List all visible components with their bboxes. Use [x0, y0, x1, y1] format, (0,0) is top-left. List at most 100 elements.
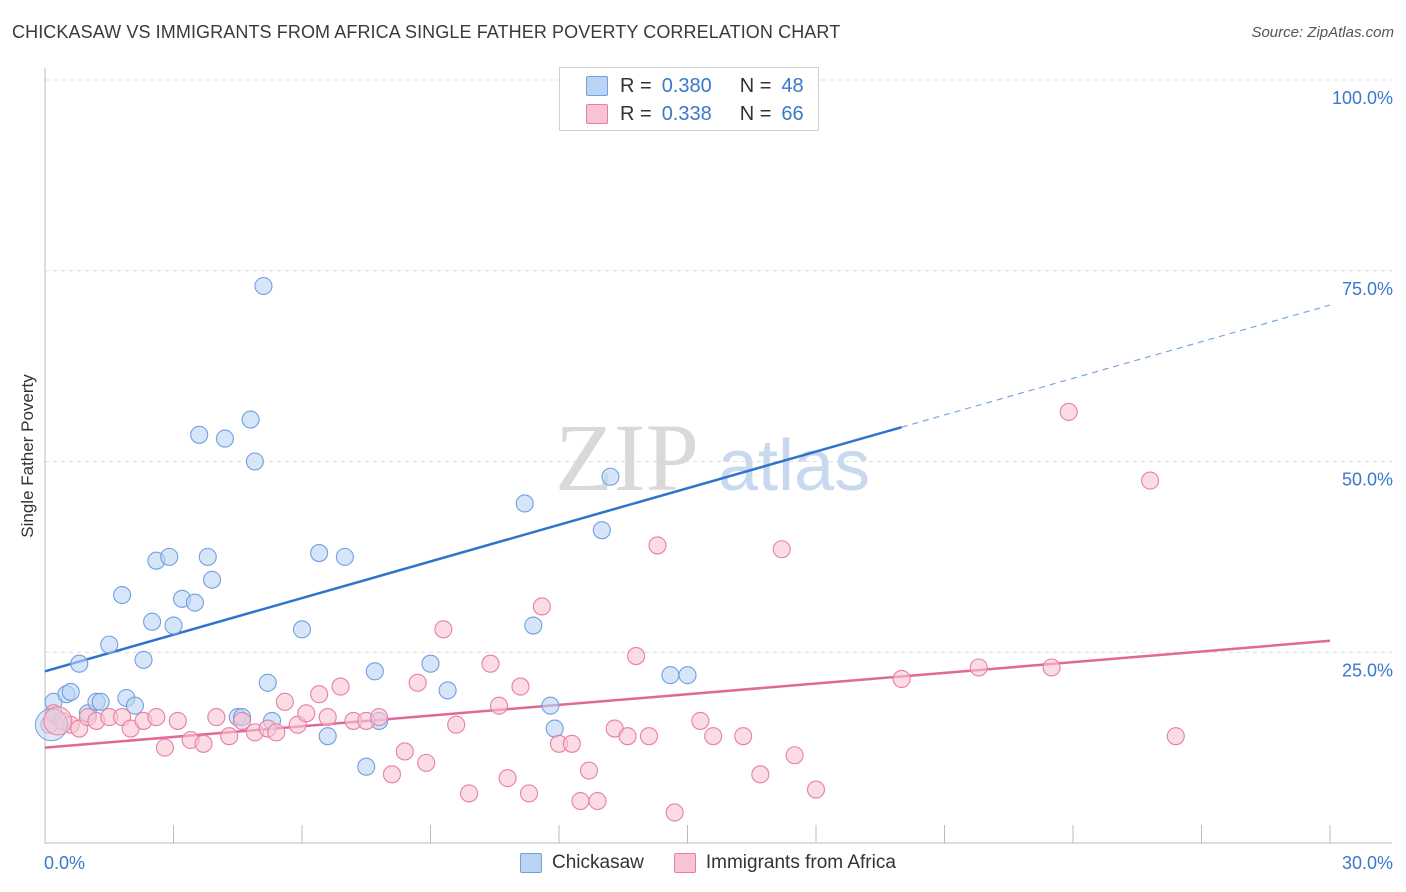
point-chickasaw: [70, 654, 89, 673]
trend-line-chickasaw: [44, 425, 903, 673]
point-africa: [267, 723, 286, 742]
point-africa: [648, 536, 667, 555]
point-africa: [489, 696, 509, 715]
y-tick-label: 25.0%: [1342, 660, 1393, 680]
point-chickasaw: [661, 666, 680, 685]
point-africa: [627, 647, 646, 666]
point-chickasaw: [91, 692, 110, 711]
point-chickasaw: [143, 612, 162, 631]
point-africa: [194, 734, 213, 753]
point-africa: [734, 727, 753, 746]
point-africa-cluster: [43, 706, 73, 736]
point-africa: [168, 711, 187, 730]
point-africa: [434, 620, 453, 639]
gridlines: [45, 79, 1392, 653]
point-africa: [785, 746, 804, 765]
legend-label-chickasaw: Chickasaw: [552, 852, 644, 873]
point-africa: [232, 711, 252, 730]
point-chickasaw: [245, 452, 264, 471]
point-chickasaw: [164, 616, 183, 635]
point-africa: [751, 765, 770, 784]
point-chickasaw: [215, 429, 234, 448]
point-africa: [969, 658, 988, 677]
point-africa: [772, 540, 791, 559]
point-africa: [498, 769, 517, 788]
point-chickasaw: [113, 585, 132, 605]
point-chickasaw: [438, 681, 457, 700]
legend-r-label: R =: [620, 74, 652, 97]
point-africa: [704, 727, 723, 746]
y-tick-label: 75.0%: [1342, 279, 1393, 299]
point-chickasaw: [335, 547, 354, 566]
point-chickasaw: [515, 494, 534, 513]
legend-swatch-africa: [586, 104, 608, 124]
point-africa: [318, 708, 337, 727]
legend-r-value: 0.338: [661, 102, 712, 125]
legend-row-chickasaw: R = 0.380 N = 48: [586, 74, 804, 98]
point-africa: [417, 753, 436, 772]
tick-labels: 100.0% 75.0% 50.0% 25.0% 0.0% 30.0%: [44, 88, 1393, 873]
trend-line-africa: [44, 639, 1331, 749]
legend-row-africa: R = 0.338 N = 66: [586, 102, 804, 126]
legend-r-label: R =: [620, 102, 652, 125]
legend-item-chickasaw[interactable]: Chickasaw: [520, 852, 644, 874]
point-africa: [588, 791, 607, 811]
point-chickasaw: [160, 547, 179, 566]
point-chickasaw: [524, 616, 543, 635]
legend-label-africa: Immigrants from Africa: [705, 852, 896, 873]
chart-title: CHICKASAW VS IMMIGRANTS FROM AFRICA SING…: [12, 22, 841, 42]
point-africa: [639, 727, 659, 746]
point-africa: [562, 734, 581, 753]
point-africa: [665, 803, 684, 822]
watermark-atlas: atlas: [718, 426, 870, 506]
point-africa: [511, 677, 530, 696]
point-africa: [1166, 727, 1185, 746]
trend-line-chickasaw-extension: [901, 304, 1331, 428]
point-africa: [1042, 658, 1061, 677]
point-chickasaw: [310, 544, 329, 563]
legend-n-value: 66: [781, 102, 804, 125]
point-chickasaw: [365, 662, 384, 681]
point-chickasaw: [254, 276, 273, 296]
point-africa: [481, 654, 500, 673]
legend-r-value: 0.380: [661, 74, 712, 97]
point-africa: [532, 597, 551, 616]
point-chickasaw: [601, 467, 620, 486]
point-africa: [408, 673, 427, 692]
series-legend: Chickasaw Immigrants from Africa: [520, 852, 926, 874]
point-africa: [618, 727, 637, 746]
point-chickasaw: [190, 425, 209, 444]
legend-item-africa[interactable]: Immigrants from Africa: [673, 852, 896, 874]
point-chickasaw: [258, 673, 277, 692]
point-chickasaw: [357, 757, 376, 776]
point-chickasaw: [241, 410, 260, 429]
legend-swatch-africa: [673, 853, 696, 873]
watermark: ZIP atlas: [555, 404, 870, 511]
point-chickasaw: [545, 719, 564, 738]
point-chickasaw: [592, 521, 611, 540]
legend-n-value: 48: [781, 74, 804, 97]
point-africa: [310, 685, 329, 704]
legend-n-label: N =: [739, 74, 772, 97]
watermark-zip: ZIP: [555, 404, 699, 511]
point-africa: [571, 791, 590, 811]
point-africa: [297, 704, 316, 723]
point-chickasaw: [185, 593, 204, 612]
point-africa: [459, 784, 479, 803]
point-chickasaw: [292, 620, 312, 639]
point-chickasaw: [125, 696, 144, 715]
point-africa: [1059, 402, 1078, 421]
point-africa: [382, 765, 402, 784]
point-chickasaw: [198, 547, 217, 566]
legend-n-label: N =: [739, 102, 772, 125]
point-africa: [370, 708, 389, 727]
point-africa: [806, 780, 826, 799]
point-chickasaw: [318, 727, 337, 746]
point-africa: [1141, 471, 1160, 490]
point-africa: [519, 784, 539, 803]
legend-swatch-chickasaw: [520, 853, 542, 873]
y-tick-label: 50.0%: [1342, 470, 1393, 490]
point-africa: [447, 715, 466, 734]
y-tick-label: 100.0%: [1332, 88, 1393, 108]
point-chickasaw: [541, 696, 560, 715]
